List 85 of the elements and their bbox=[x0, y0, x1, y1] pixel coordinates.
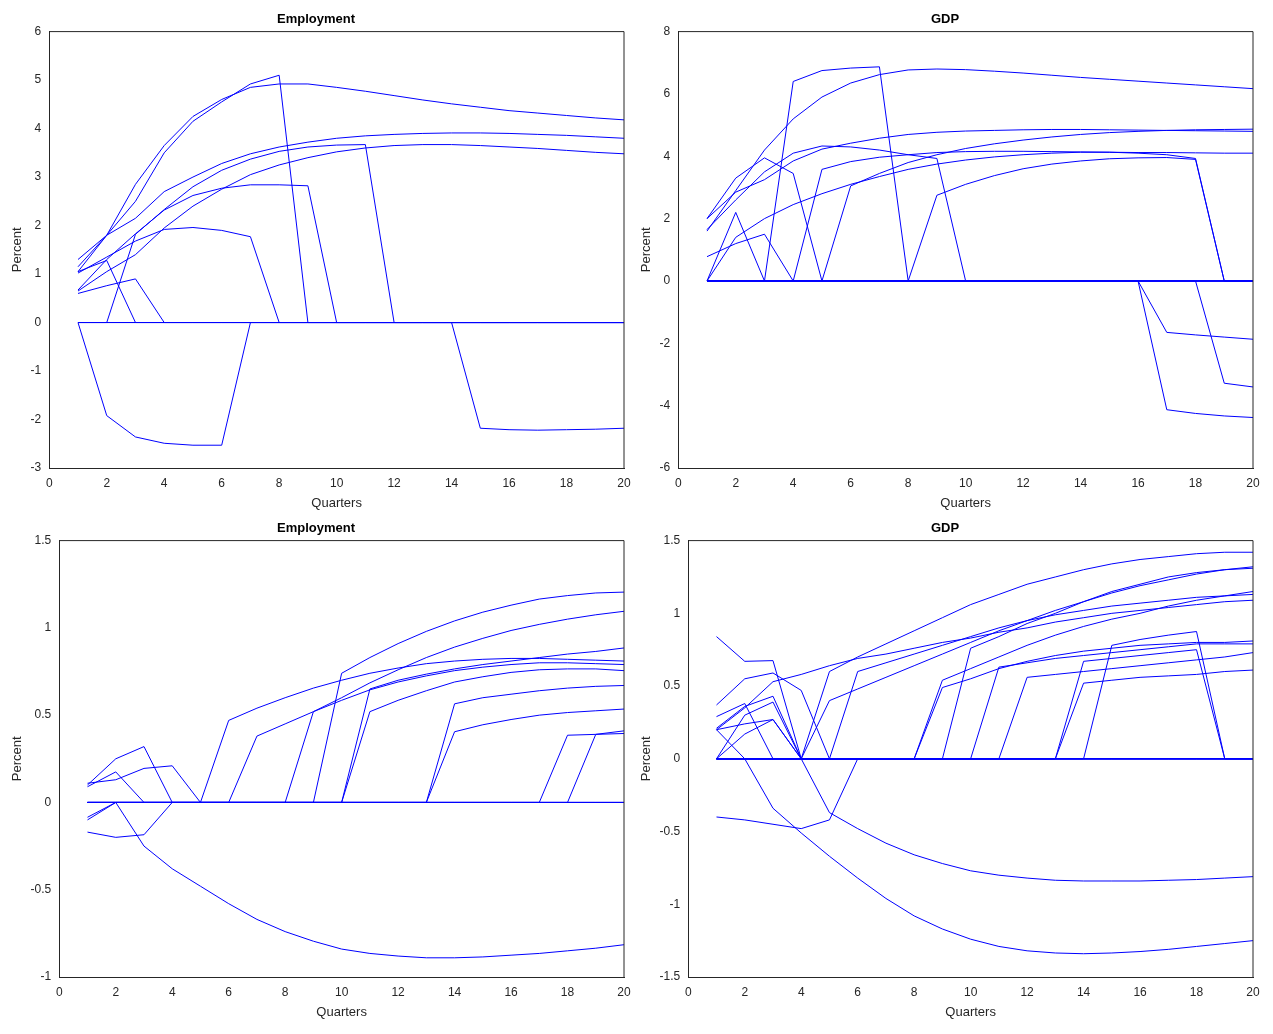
y-tick-label: 1 bbox=[44, 620, 52, 635]
x-tick-label: 10 bbox=[334, 984, 349, 999]
x-tick-label: 0 bbox=[684, 984, 692, 999]
x-tick-label: 14 bbox=[1073, 475, 1088, 490]
x-tick-label: 8 bbox=[910, 984, 918, 999]
y-tick-label: 0 bbox=[34, 314, 42, 329]
y-tick-label: -6 bbox=[659, 460, 671, 475]
y-tick-label: 4 bbox=[663, 148, 671, 163]
x-tick-label: 14 bbox=[444, 475, 459, 490]
x-tick-label: 8 bbox=[281, 984, 289, 999]
y-tick-label: 8 bbox=[663, 23, 671, 38]
y-axis-title: Percent bbox=[638, 227, 654, 273]
x-axis-title: Quarters bbox=[940, 494, 992, 510]
y-axis-title: Percent bbox=[9, 736, 25, 782]
y-tick-label: 1.5 bbox=[663, 532, 681, 547]
x-axis-title: Quarters bbox=[311, 494, 363, 510]
y-tick-label: -2 bbox=[659, 335, 671, 350]
x-tick-label: 6 bbox=[854, 984, 862, 999]
x-tick-label: 18 bbox=[560, 984, 575, 999]
x-tick-label: 6 bbox=[847, 475, 855, 490]
y-tick-label: 6 bbox=[663, 86, 671, 101]
y-tick-label: 3 bbox=[34, 169, 42, 184]
y-tick-label: -1 bbox=[40, 969, 52, 984]
y-tick-label: -0.5 bbox=[659, 823, 681, 838]
x-tick-label: 8 bbox=[275, 475, 283, 490]
x-tick-label: 10 bbox=[963, 984, 978, 999]
y-tick-label: 1 bbox=[673, 605, 681, 620]
x-tick-label: 2 bbox=[732, 475, 740, 490]
y-tick-label: 4 bbox=[34, 120, 42, 135]
x-tick-label: 14 bbox=[1076, 984, 1091, 999]
x-tick-label: 4 bbox=[160, 475, 168, 490]
x-tick-label: 16 bbox=[1133, 984, 1148, 999]
y-tick-label: 1 bbox=[34, 266, 42, 281]
y-tick-label: 1.5 bbox=[34, 532, 52, 547]
y-tick-label: 0.5 bbox=[663, 678, 681, 693]
x-tick-label: 18 bbox=[559, 475, 574, 490]
y-tick-label: 6 bbox=[34, 23, 42, 38]
y-axis-title: Percent bbox=[9, 227, 25, 273]
y-tick-label: 0.5 bbox=[34, 707, 52, 722]
y-tick-label: -2 bbox=[30, 411, 42, 426]
x-tick-label: 12 bbox=[387, 475, 402, 490]
x-tick-label: 16 bbox=[502, 475, 517, 490]
y-tick-label: -4 bbox=[659, 397, 671, 412]
y-tick-label: 0 bbox=[663, 273, 671, 288]
chart-title: GDP bbox=[930, 11, 960, 27]
y-tick-label: 2 bbox=[34, 217, 42, 232]
x-tick-label: 12 bbox=[391, 984, 406, 999]
x-tick-label: 20 bbox=[617, 984, 631, 999]
y-tick-label: 2 bbox=[663, 210, 671, 225]
x-tick-label: 12 bbox=[1016, 475, 1031, 490]
y-tick-label: -3 bbox=[30, 460, 42, 475]
chart-title: GDP bbox=[930, 520, 960, 536]
chart-title: Employment bbox=[276, 11, 356, 27]
x-tick-label: 20 bbox=[617, 475, 631, 490]
x-tick-label: 10 bbox=[958, 475, 973, 490]
y-tick-label: 5 bbox=[34, 72, 42, 87]
x-tick-label: 16 bbox=[504, 984, 519, 999]
y-tick-label: -1 bbox=[30, 363, 42, 378]
x-tick-label: 20 bbox=[1246, 475, 1260, 490]
x-tick-label: 14 bbox=[447, 984, 462, 999]
x-tick-label: 6 bbox=[225, 984, 233, 999]
y-tick-label: 0 bbox=[44, 794, 52, 809]
x-tick-label: 2 bbox=[112, 984, 120, 999]
x-tick-label: 2 bbox=[103, 475, 111, 490]
x-axis-title: Quarters bbox=[945, 1003, 997, 1019]
x-tick-label: 8 bbox=[904, 475, 912, 490]
y-tick-label: -1 bbox=[669, 896, 681, 911]
chart-title: Employment bbox=[276, 520, 356, 536]
y-tick-label: -1.5 bbox=[659, 969, 681, 984]
x-tick-label: 18 bbox=[1188, 475, 1203, 490]
y-tick-label: 0 bbox=[673, 751, 681, 766]
x-tick-label: 6 bbox=[218, 475, 226, 490]
x-tick-label: 2 bbox=[741, 984, 749, 999]
x-tick-label: 18 bbox=[1189, 984, 1204, 999]
x-tick-label: 12 bbox=[1020, 984, 1035, 999]
y-tick-label: -0.5 bbox=[30, 882, 52, 897]
x-tick-label: 4 bbox=[797, 984, 805, 999]
x-tick-label: 16 bbox=[1131, 475, 1146, 490]
y-axis-title: Percent bbox=[638, 736, 654, 782]
x-tick-label: 20 bbox=[1246, 984, 1260, 999]
x-tick-label: 10 bbox=[329, 475, 344, 490]
x-axis-title: Quarters bbox=[316, 1003, 368, 1019]
x-tick-label: 4 bbox=[789, 475, 797, 490]
x-tick-label: 4 bbox=[168, 984, 176, 999]
x-tick-label: 0 bbox=[55, 984, 63, 999]
